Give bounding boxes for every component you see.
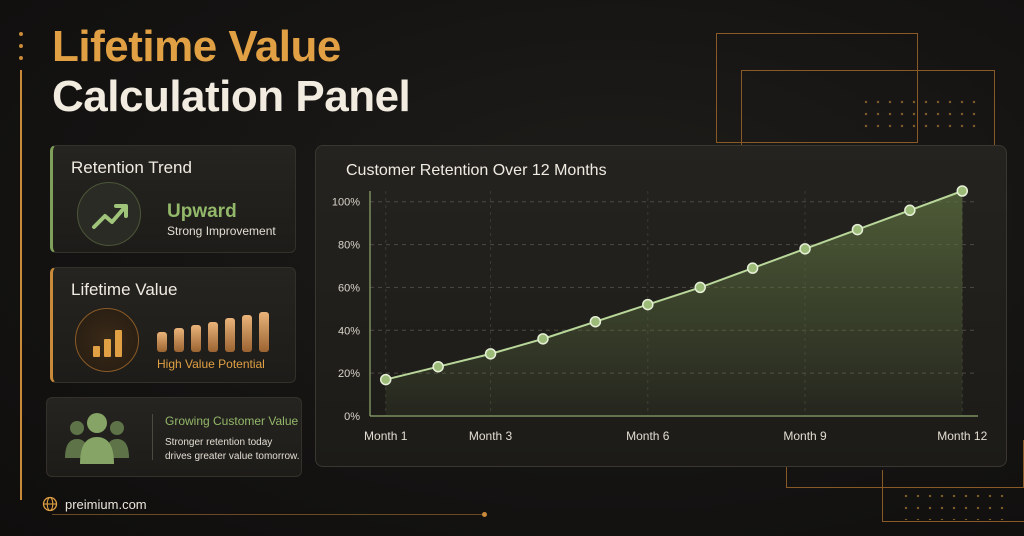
x-tick-label: Month 3 xyxy=(469,429,513,443)
footer: preimium.com xyxy=(42,496,147,512)
y-tick-label: 0% xyxy=(344,411,360,423)
x-tick-label: Month 9 xyxy=(783,429,827,443)
value-bar xyxy=(242,315,252,352)
decor-dot xyxy=(19,44,23,48)
value-bars xyxy=(157,312,277,352)
footer-line xyxy=(52,514,484,515)
decor-dot xyxy=(19,56,23,60)
page-title: Lifetime Value Calculation Panel xyxy=(52,22,411,122)
x-tick-label: Month 1 xyxy=(364,429,408,443)
decor-line-left xyxy=(20,70,22,500)
growing-value-card: Growing Customer Value Stronger retentio… xyxy=(46,397,302,477)
footer-site-link[interactable]: preimium.com xyxy=(65,496,147,512)
data-point xyxy=(537,333,549,345)
decor-dot-grid xyxy=(860,96,980,132)
data-point xyxy=(694,281,706,294)
globe-icon xyxy=(42,496,58,512)
series-area xyxy=(385,191,963,416)
value-bar xyxy=(157,332,167,352)
value-bar xyxy=(259,312,269,352)
retention-chart-panel: Customer Retention Over 12 Months 0% 20% 4… xyxy=(315,145,1007,467)
data-point xyxy=(746,262,759,274)
value-bar xyxy=(191,324,201,352)
decor-dot xyxy=(19,32,23,36)
decor-frame xyxy=(716,33,918,143)
data-point xyxy=(904,204,916,217)
y-tick-label: 20% xyxy=(338,368,360,380)
value-bar xyxy=(174,328,184,352)
trend-value: Upward xyxy=(167,201,237,222)
decor-dot-grid xyxy=(900,490,1010,520)
lifetime-value-card: Lifetime Value High Value Potential xyxy=(50,267,296,383)
title-line-1: Lifetime Value xyxy=(52,22,341,71)
y-tick-label: 100% xyxy=(332,197,360,209)
x-tick-label: Month 12 xyxy=(937,429,987,443)
people-icon xyxy=(57,406,137,468)
retention-trend-card: Retention Trend Upward Strong Improvemen… xyxy=(50,145,296,253)
value-subtitle: High Value Potential xyxy=(157,357,265,371)
data-point xyxy=(379,373,392,386)
divider xyxy=(152,414,153,460)
data-point xyxy=(799,243,811,255)
decor-frame xyxy=(882,470,1024,522)
value-bar xyxy=(208,321,218,352)
x-tick-label: Month 6 xyxy=(626,429,670,443)
card-heading: Retention Trend xyxy=(71,158,192,177)
trend-up-icon xyxy=(77,182,141,246)
value-bar xyxy=(225,318,235,352)
title-line-2: Calculation Panel xyxy=(52,72,411,121)
footer-dot xyxy=(482,512,487,517)
series-line xyxy=(385,190,963,381)
bar-chart-icon xyxy=(75,308,139,372)
retention-line-chart: 0% 20% 40% 60% 80% 100% Month 1 Month 3 Month 6 M… xyxy=(332,185,988,443)
data-point xyxy=(484,348,497,360)
data-point xyxy=(432,360,444,373)
growing-heading: Growing Customer Value xyxy=(165,414,299,428)
y-tick-label: 60% xyxy=(338,282,360,294)
y-tick-label: 40% xyxy=(338,325,360,337)
chart-title: Customer Retention Over 12 Months xyxy=(346,162,607,179)
data-point xyxy=(589,315,602,328)
data-point xyxy=(956,185,969,197)
data-point xyxy=(642,298,654,311)
y-tick-label: 80% xyxy=(338,240,360,252)
data-point xyxy=(851,223,864,236)
card-heading: Lifetime Value xyxy=(71,280,178,299)
growing-text: Stronger retention today drives greater … xyxy=(165,437,300,462)
trend-subtitle: Strong Improvement xyxy=(167,224,276,238)
